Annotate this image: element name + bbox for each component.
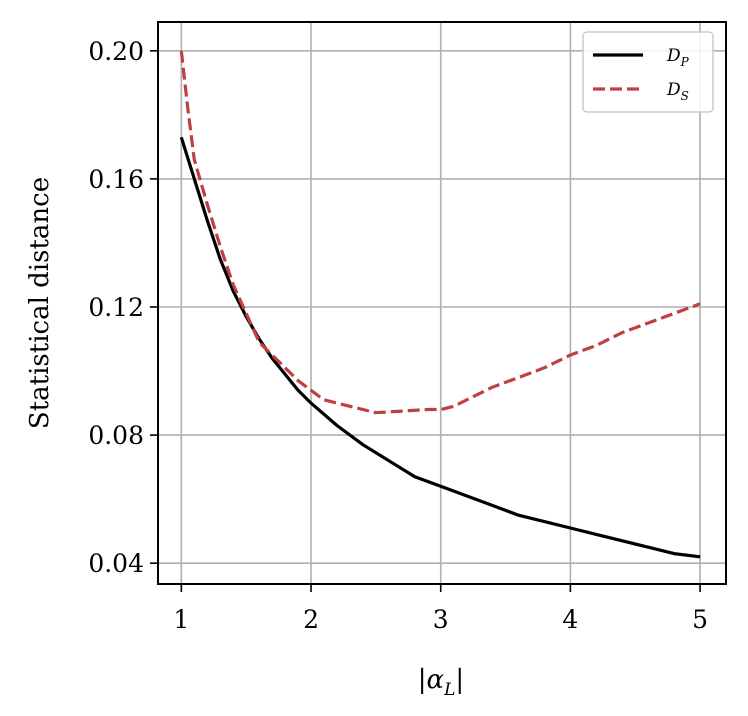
legend: DP DS [582,31,714,113]
y-tick-label: 0.12 [88,293,144,322]
y-tick-label: 0.16 [88,165,144,194]
y-axis-label: Statistical distance [25,177,55,429]
legend-label-0: DP [666,46,690,69]
series-line-1 [179,50,701,415]
x-tick-label: 3 [433,605,449,634]
legend-label-1: DS [666,80,689,103]
y-tick-label: 0.08 [88,421,144,450]
series-layer [179,50,701,559]
y-tick-label: 0.20 [88,37,144,66]
legend-box [582,31,714,113]
y-tick-label: 0.04 [88,549,144,578]
x-axis-label: |αL| [418,665,464,700]
x-tick-label: 1 [173,605,189,634]
ticks: 1 2 3 4 5 0.04 0.08 0.12 0.16 0.20 [88,37,708,634]
plot-frame [157,21,727,585]
x-tick-label: 2 [303,605,319,634]
series-line-0 [179,136,701,559]
x-tick-label: 5 [692,605,708,634]
x-tick-label: 4 [562,605,578,634]
